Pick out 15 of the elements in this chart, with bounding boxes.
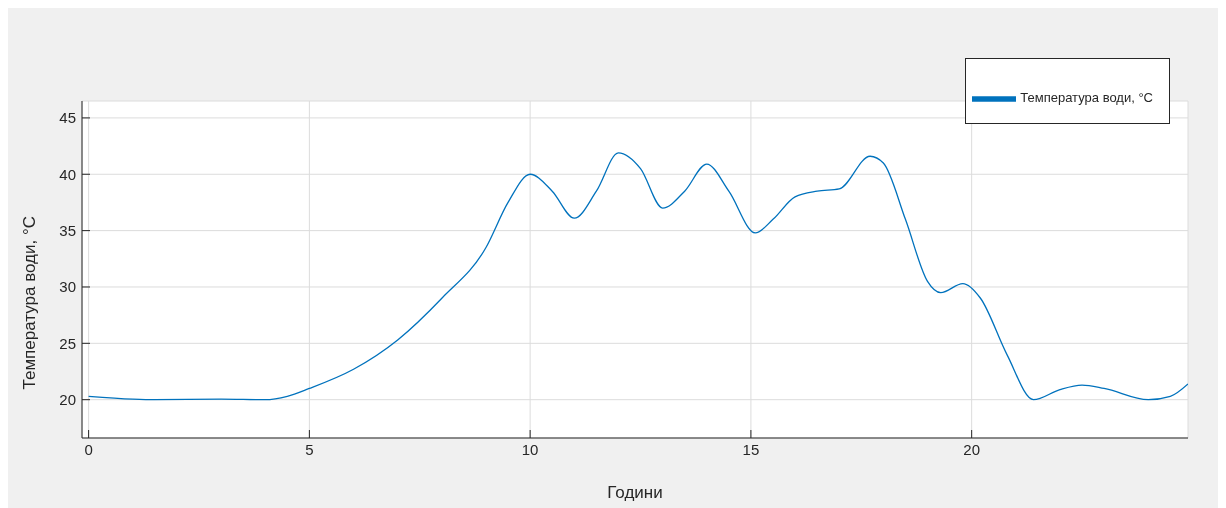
x-tick-label: 5	[305, 440, 314, 458]
x-tick-label: 20	[963, 440, 980, 458]
legend-label: Температура води, °C	[1020, 90, 1153, 106]
line-series	[87, 152, 1188, 401]
x-tick-label: 10	[521, 440, 539, 458]
y-tick-label: 40	[59, 165, 76, 183]
y-tick-label: 35	[59, 221, 76, 239]
x-tick-label: 0	[84, 440, 93, 458]
y-axis-title: Температура води, °C	[20, 215, 40, 390]
x-tick-label: 15	[742, 440, 760, 458]
y-tick-label: 30	[59, 278, 76, 296]
y-tick-label: 20	[59, 391, 76, 408]
y-tick-label: 25	[59, 334, 76, 352]
y-tick-label: 45	[59, 109, 76, 127]
x-axis-title: Години	[607, 483, 663, 502]
